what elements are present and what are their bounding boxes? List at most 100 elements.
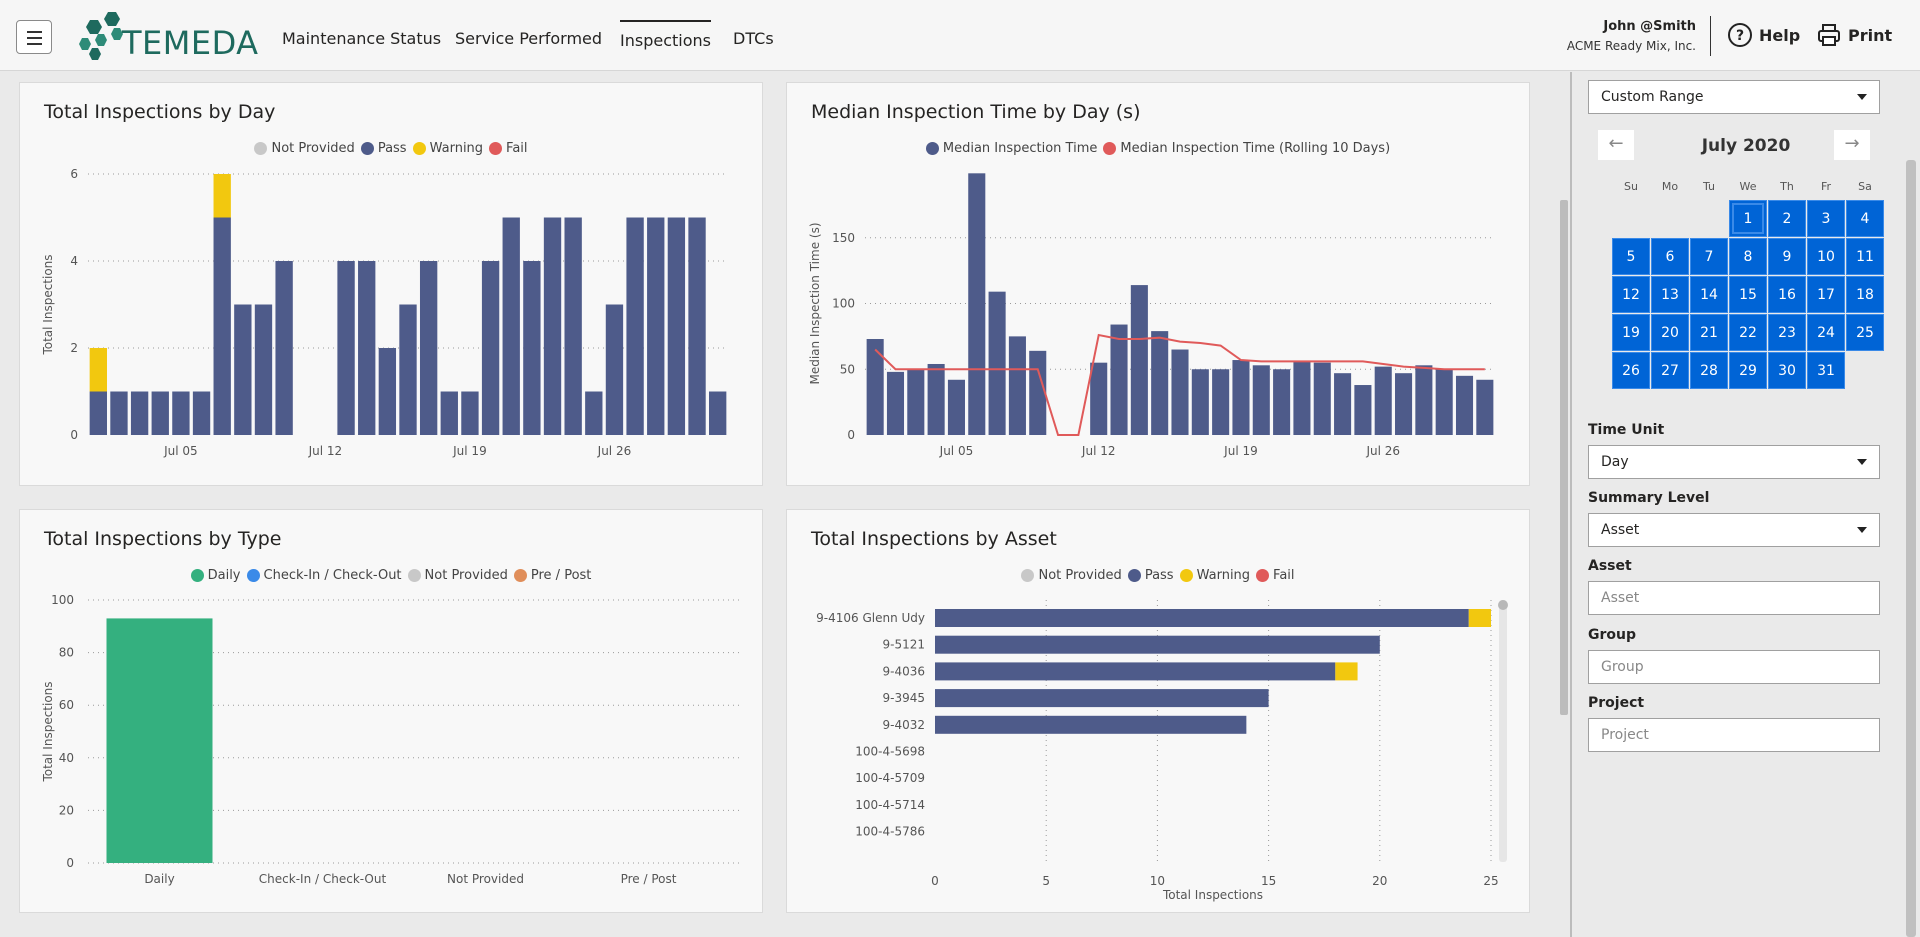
legend-item-pass[interactable]: Pass <box>360 141 407 156</box>
bar-pass <box>585 391 603 435</box>
calendar-day[interactable]: 19 <box>1612 314 1650 351</box>
calendar-day[interactable]: 14 <box>1690 276 1728 313</box>
bar-pass <box>502 217 520 435</box>
calendar-day[interactable]: 27 <box>1651 352 1689 389</box>
bar-median <box>1029 350 1047 435</box>
calendar-day[interactable]: 28 <box>1690 352 1728 389</box>
calendar-day[interactable]: 9 <box>1768 238 1806 275</box>
summary-level-select[interactable]: Asset <box>1588 513 1880 547</box>
legend-dot <box>254 142 268 155</box>
nav-dtcs[interactable]: DTCs <box>733 29 774 48</box>
sidebar-scrollbar[interactable] <box>1906 160 1916 937</box>
bar-pass <box>935 662 1336 681</box>
calendar-day[interactable]: 22 <box>1729 314 1767 351</box>
calendar-prev-button[interactable]: ← <box>1598 130 1634 160</box>
chart-scrollbar-thumb <box>1498 600 1508 610</box>
legend-dot <box>246 569 260 582</box>
calendar-day[interactable]: 26 <box>1612 352 1650 389</box>
calendar-day[interactable]: 18 <box>1846 276 1884 313</box>
calendar-day[interactable]: 30 <box>1768 352 1806 389</box>
calendar-day[interactable]: 16 <box>1768 276 1806 313</box>
calendar-day[interactable]: 1 <box>1729 200 1767 237</box>
bar-pass <box>440 391 458 435</box>
calendar-day[interactable]: 31 <box>1807 352 1845 389</box>
top-bar: TEMEDA Maintenance Status Service Perfor… <box>0 0 1920 71</box>
project-label: Project <box>1588 695 1645 711</box>
main-scrollbar[interactable] <box>1560 200 1568 715</box>
legend-label: Not Provided <box>271 141 355 156</box>
legend-item-warning[interactable]: Warning <box>412 141 483 156</box>
print-button[interactable]: Print <box>1816 20 1892 50</box>
legend-item-pre-post[interactable]: Pre / Post <box>513 568 591 583</box>
logo-text: TEMEDA <box>122 24 259 62</box>
horizontal-bar-chart-asset: 0 5 10 15 20 25 Total Inspections 9-4106 Glenn … <box>816 600 1508 902</box>
bar-median <box>1090 362 1108 435</box>
calendar-weekday-label: We <box>1739 180 1757 193</box>
legend-item-median[interactable]: Median Inspection Time <box>925 141 1098 156</box>
nav-service-performed[interactable]: Service Performed <box>455 29 603 48</box>
calendar-day[interactable]: 25 <box>1846 314 1884 351</box>
calendar-day[interactable]: 13 <box>1651 276 1689 313</box>
y-tick-label: 100-4-5698 <box>855 745 925 759</box>
legend-item-fail[interactable]: Fail <box>1256 568 1295 583</box>
calendar-day[interactable]: 6 <box>1651 238 1689 275</box>
calendar-day[interactable]: 20 <box>1651 314 1689 351</box>
legend-item-check-in[interactable]: Check-In / Check-Out <box>246 568 402 583</box>
legend-item-warning[interactable]: Warning <box>1179 568 1250 583</box>
bar-pass <box>667 217 686 435</box>
bar-median <box>1313 362 1331 435</box>
calendar-day[interactable]: 7 <box>1690 238 1728 275</box>
legend-label: Median Inspection Time <box>942 141 1098 156</box>
bar-pass <box>275 261 293 435</box>
legend-item-pass[interactable]: Pass <box>1127 568 1174 583</box>
y-tick-label: 0 <box>70 428 78 442</box>
calendar-day[interactable]: 12 <box>1612 276 1650 313</box>
asset-input[interactable] <box>1588 581 1880 615</box>
calendar-day[interactable]: 15 <box>1729 276 1767 313</box>
date-range-select[interactable]: Custom Range <box>1588 80 1880 114</box>
calendar-month-title: July 2020 <box>1701 136 1791 156</box>
calendar-day[interactable]: 29 <box>1729 352 1767 389</box>
legend-item-not-provided[interactable]: Not Provided <box>254 141 355 156</box>
group-input[interactable] <box>1588 650 1880 684</box>
calendar-day[interactable]: 8 <box>1729 238 1767 275</box>
calendar-day[interactable]: 24 <box>1807 314 1845 351</box>
calendar-day[interactable]: 21 <box>1690 314 1728 351</box>
chevron-down-icon <box>1857 459 1867 465</box>
bar-chart-day: 0 2 4 6 Total Inspections Jul 05 Jul 12 Jul 19 J… <box>41 167 728 458</box>
nav-inspections[interactable]: Inspections <box>620 20 711 60</box>
hamburger-line <box>27 43 42 45</box>
calendar-day[interactable]: 10 <box>1807 238 1845 275</box>
calendar-day[interactable]: 2 <box>1768 200 1806 237</box>
calendar-next-button[interactable]: → <box>1834 130 1870 160</box>
calendar-day[interactable]: 17 <box>1807 276 1845 313</box>
y-tick-label: 100-4-5786 <box>855 825 925 839</box>
legend-dot <box>1127 569 1141 582</box>
legend-item-daily[interactable]: Daily <box>190 568 241 583</box>
bar-median <box>1212 369 1230 435</box>
legend-item-not-provided[interactable]: Not Provided <box>1021 568 1122 583</box>
legend-item-fail[interactable]: Fail <box>489 141 528 156</box>
time-unit-value: Day <box>1601 454 1629 470</box>
calendar-day[interactable]: 3 <box>1807 200 1845 237</box>
bar-pass <box>192 391 211 435</box>
help-button[interactable]: ? Help <box>1727 20 1800 50</box>
legend-dot <box>1021 569 1035 582</box>
x-tick-label: 0 <box>931 874 939 888</box>
bar-pass <box>110 391 128 435</box>
hamburger-menu-button[interactable] <box>16 20 52 54</box>
bar-median <box>1273 369 1291 435</box>
legend-dot <box>489 142 503 155</box>
bar-median <box>886 371 905 435</box>
calendar-day[interactable]: 4 <box>1846 200 1884 237</box>
calendar-day[interactable]: 5 <box>1612 238 1650 275</box>
legend-label: Check-In / Check-Out <box>263 568 402 583</box>
calendar-day[interactable]: 23 <box>1768 314 1806 351</box>
legend-item-not-provided[interactable]: Not Provided <box>407 568 508 583</box>
nav-maintenance-status[interactable]: Maintenance Status <box>282 29 442 48</box>
chart-total-inspections-by-day: Total Inspections by Day Not Provided Pa… <box>19 82 763 486</box>
calendar-day[interactable]: 11 <box>1846 238 1884 275</box>
time-unit-select[interactable]: Day <box>1588 445 1880 479</box>
project-input[interactable] <box>1588 718 1880 752</box>
legend-item-rolling[interactable]: Median Inspection Time (Rolling 10 Days) <box>1103 141 1390 156</box>
